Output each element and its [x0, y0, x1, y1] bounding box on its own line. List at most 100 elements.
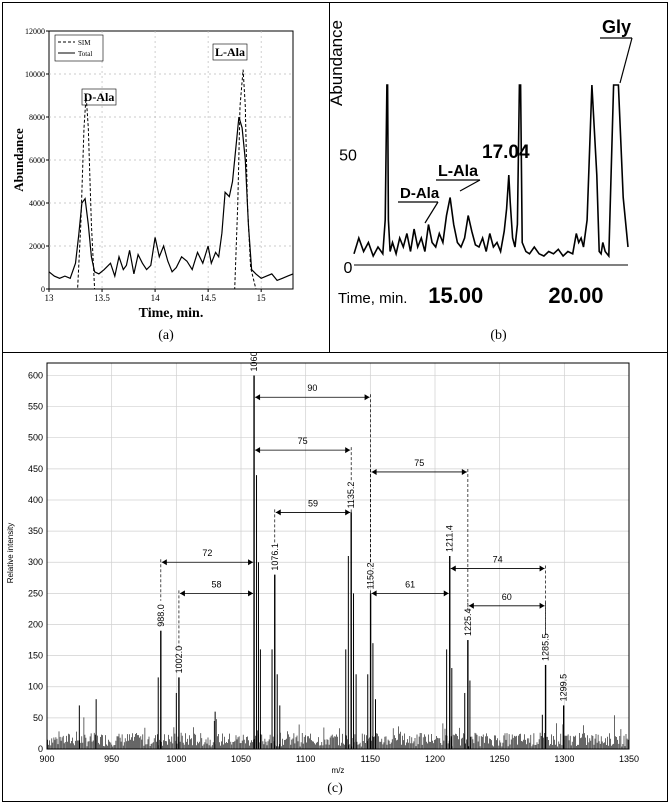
peak-label-b: L-Ala	[438, 163, 478, 180]
legend-box-a	[54, 34, 104, 62]
peak-label-c: 1076.1	[270, 543, 280, 571]
x-tick-label-c: 1150	[361, 754, 380, 764]
caption-c: (c)	[327, 781, 343, 796]
y-tick-label-c: 600	[28, 370, 43, 380]
peak-label-pointer-b	[459, 179, 481, 192]
x-tick-label-a: 15	[257, 293, 267, 303]
chart-c: 0 50 100 150 200 250 300 350 400 450 500 550 600 900 9…	[6, 353, 639, 775]
interval-arrowhead-c	[255, 447, 261, 454]
legend-label-a: SIM	[78, 39, 91, 47]
x-tick-label-c: 1000	[166, 754, 186, 764]
annotation-a: L-Ala	[215, 45, 245, 59]
y-tick-label-c: 250	[28, 588, 43, 598]
interval-arrowhead-c	[461, 468, 467, 475]
interval-arrowhead-c	[345, 447, 351, 454]
y-tick-label-c: 550	[28, 402, 43, 412]
interval-arrowhead-c	[179, 590, 185, 597]
y-tick-label-a: 4000	[29, 199, 45, 208]
x-axis-title-a: Time, min.	[139, 306, 204, 321]
peak-label-c: 1211.4	[445, 525, 455, 552]
interval-label-c: 60	[502, 592, 512, 602]
peak-label-b: Gly	[602, 17, 631, 37]
annotation-a: D-Ala	[84, 90, 115, 104]
annotation-box-a	[212, 43, 248, 61]
interval-arrowhead-c	[468, 602, 474, 609]
interval-arrowhead-c	[255, 394, 261, 401]
y-tick-label-c: 100	[28, 682, 43, 692]
panel-b: 0 50 15.00 20.00 Time, min. Abundance D-Ala L-A…	[329, 2, 668, 353]
peak-label-c: 988.0	[156, 604, 166, 627]
interval-arrowhead-c	[364, 394, 370, 401]
x-tick-label-a: 13.5	[94, 293, 110, 303]
y-axis-title-c: Relative intensity	[6, 523, 15, 583]
y-tick-label-a: 0	[41, 285, 45, 294]
peak-label-c: 1225.4	[463, 609, 473, 637]
interval-arrowhead-c	[161, 559, 167, 566]
x-tick-label-c: 1100	[296, 754, 315, 764]
y-tick-label-a: 2000	[29, 242, 45, 251]
interval-label-c: 61	[405, 579, 415, 589]
interval-arrowhead-c	[371, 590, 377, 597]
peak-label-c: 1002.0	[174, 646, 184, 674]
x-tick-label-a: 14	[151, 293, 161, 303]
noise-floor-c	[47, 715, 629, 749]
x-tick-label-a: 14.5	[200, 293, 216, 303]
y-axis-title-b: Abundance	[330, 20, 346, 106]
interval-label-c: 74	[493, 554, 503, 564]
y-tick-label-c: 500	[28, 433, 43, 443]
y-tick-label-c: 450	[28, 464, 43, 474]
y-tick-label-a: 12000	[25, 27, 45, 36]
y-axis-title-a: Abundance	[11, 128, 26, 192]
trace-line-b	[353, 84, 629, 259]
interval-arrowhead-c	[371, 468, 377, 475]
caption-b: (b)	[490, 328, 507, 343]
peak-label-c: 1150.2	[366, 562, 376, 589]
peak-label-pointer-b	[424, 201, 439, 224]
peak-label-c: 1285.5	[541, 633, 551, 661]
plot-frame-c	[46, 362, 630, 750]
y-tick-label-b: 0	[344, 260, 353, 277]
interval-arrowhead-c	[248, 559, 254, 566]
interval-label-c: 90	[307, 383, 317, 393]
interval-label-c: 75	[298, 436, 308, 446]
interval-arrowhead-c	[275, 509, 281, 516]
x-axis-title-c: m/z	[332, 766, 345, 775]
x-tick-label-a: 13	[45, 293, 55, 303]
x-tick-label-c: 1200	[425, 754, 445, 764]
y-tick-label-a: 8000	[29, 113, 45, 122]
interval-label-c: 75	[414, 458, 424, 468]
peak-label-c: 1299.5	[559, 674, 569, 702]
interval-label-c: 72	[202, 548, 212, 558]
y-tick-label-c: 300	[28, 557, 43, 567]
y-tick-label-a: 6000	[29, 156, 45, 165]
x-tick-label-c: 900	[39, 754, 54, 764]
y-tick-label-c: 200	[28, 619, 43, 629]
interval-arrowhead-c	[248, 590, 254, 597]
panel-a: 0 2000 4000 6000 8000 10000 12000 13 13.5 14 14.5 1…	[2, 2, 330, 353]
interval-arrowhead-c	[450, 565, 456, 572]
interval-arrowhead-c	[443, 590, 449, 597]
y-tick-label-b: 50	[339, 148, 357, 165]
peak-label-b: 17.04	[482, 142, 530, 163]
x-tick-label-b: 15.00	[428, 283, 483, 308]
x-tick-label-c: 1350	[619, 754, 639, 764]
y-tick-label-c: 0	[38, 744, 43, 754]
interval-label-c: 59	[308, 498, 318, 508]
annotation-box-a	[81, 88, 117, 106]
x-tick-label-c: 950	[104, 754, 119, 764]
y-tick-label-c: 400	[28, 495, 43, 505]
series-line-a-total	[48, 116, 294, 282]
peak-label-pointer-b	[619, 37, 633, 84]
interval-arrowhead-c	[539, 602, 545, 609]
interval-label-c: 58	[211, 579, 221, 589]
y-tick-label-c: 350	[28, 526, 43, 536]
caption-a: (a)	[158, 328, 174, 343]
interval-arrowhead-c	[539, 565, 545, 572]
y-tick-label-c: 50	[33, 713, 43, 723]
x-tick-label-c: 1050	[231, 754, 251, 764]
peak-label-c: 1135.2	[346, 482, 356, 509]
peak-label-b: D-Ala	[400, 185, 440, 202]
y-tick-label-a: 10000	[25, 70, 45, 79]
interval-arrowhead-c	[345, 509, 351, 516]
chart-a: 0 2000 4000 6000 8000 10000 12000 13 13.5 14 14.5 1…	[11, 27, 294, 321]
